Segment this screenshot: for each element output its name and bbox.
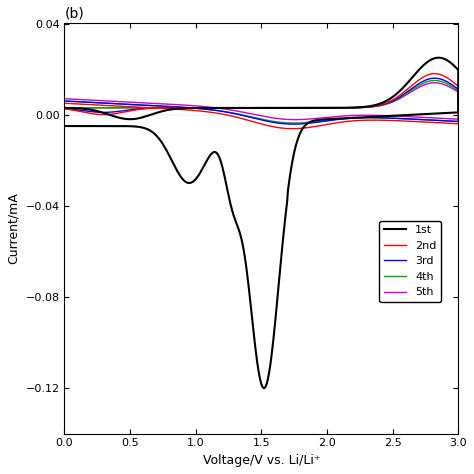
Text: (b): (b) xyxy=(64,7,84,21)
X-axis label: Voltage/V vs. Li/Li⁺: Voltage/V vs. Li/Li⁺ xyxy=(202,454,320,467)
Legend: 1st, 2nd, 3rd, 4th, 5th: 1st, 2nd, 3rd, 4th, 5th xyxy=(380,221,441,302)
Y-axis label: Current/mA: Current/mA xyxy=(7,193,20,264)
